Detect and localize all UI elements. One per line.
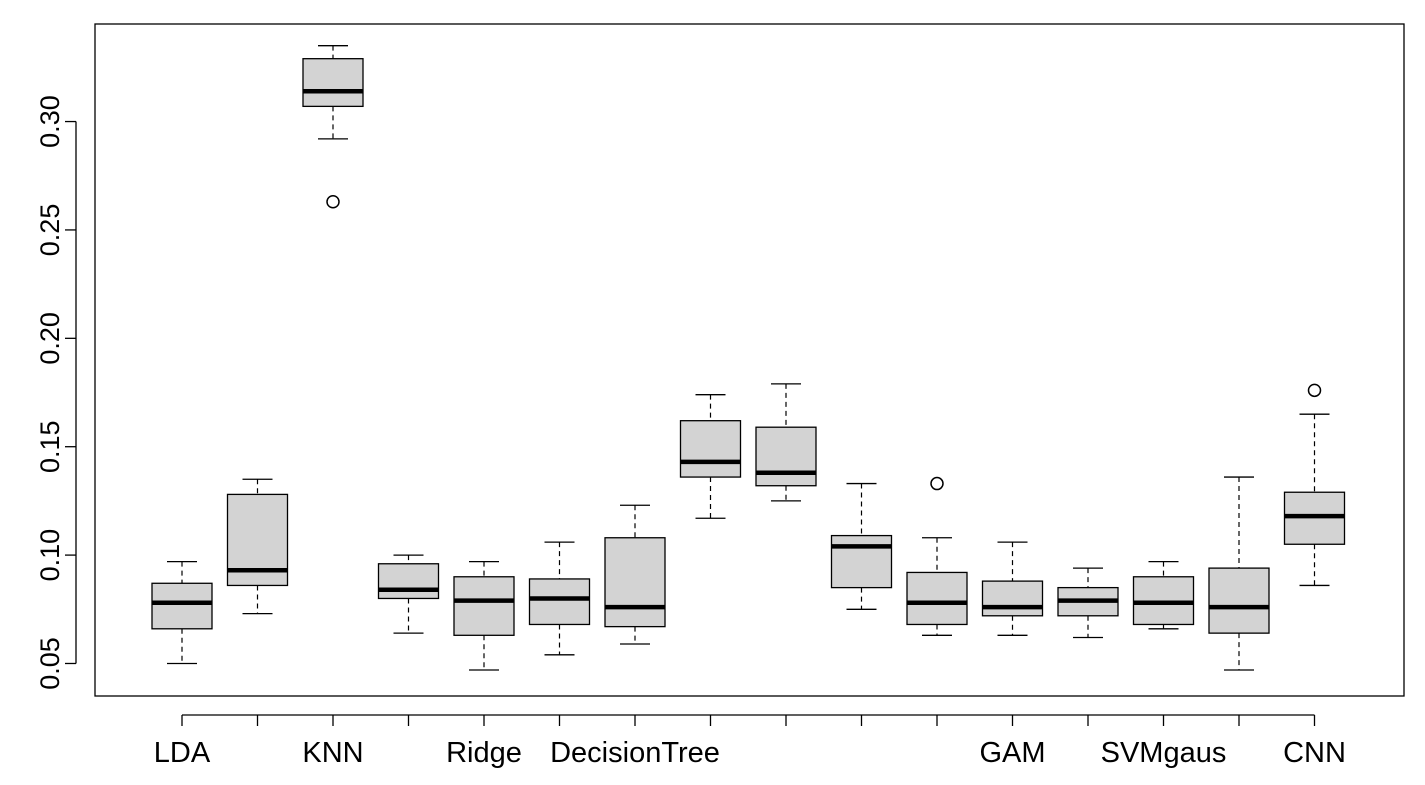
x-tick-label: DecisionTree	[550, 737, 720, 769]
y-tick-label: 0.15	[35, 420, 65, 473]
box-group	[1208, 476, 1270, 671]
box-group	[755, 383, 817, 502]
iqr-box	[453, 576, 515, 636]
y-tick-label: 0.20	[35, 312, 65, 365]
box-group	[1057, 567, 1119, 639]
x-tick-label: KNN	[302, 737, 363, 769]
box-group	[830, 482, 893, 610]
x-tick-label: Ridge	[446, 737, 522, 769]
box-group	[377, 554, 440, 634]
outlier-point	[1307, 383, 1322, 398]
y-tick-label: 0.30	[35, 95, 65, 148]
box-group	[1283, 383, 1346, 587]
box-group	[151, 560, 213, 665]
box-group	[981, 541, 1044, 636]
y-tick-label: 0.10	[35, 529, 65, 582]
y-tick-label: 0.25	[35, 204, 65, 257]
boxes-layer	[151, 45, 1346, 671]
iqr-box	[377, 563, 440, 600]
plot-frame	[94, 23, 1405, 697]
iqr-box	[302, 58, 364, 108]
y-tick-label: 0.05	[35, 637, 65, 690]
iqr-box	[151, 582, 213, 630]
iqr-box	[679, 420, 742, 478]
box-group	[906, 476, 968, 636]
box-group	[604, 504, 666, 645]
x-tick-label: LDA	[154, 737, 211, 769]
x-tick-label: GAM	[979, 737, 1045, 769]
box-group	[453, 560, 515, 671]
y-axis: 0.05 0.10 0.15 0.20 0.25 0.30	[35, 95, 77, 690]
iqr-box	[604, 537, 666, 628]
x-axis: LDA KNN Ridge DecisionTree GAM SVMgaus CNN	[154, 714, 1346, 769]
iqr-box	[830, 534, 893, 589]
x-tick-label: SVMgaus	[1101, 737, 1227, 769]
iqr-box	[981, 580, 1044, 617]
outlier-point	[930, 476, 944, 491]
x-tick-label: CNN	[1283, 737, 1346, 769]
iqr-box	[906, 571, 968, 626]
box-group	[528, 541, 591, 656]
box-group	[302, 45, 364, 209]
iqr-box	[1208, 567, 1270, 634]
box-group	[679, 394, 742, 519]
box-group	[226, 478, 289, 615]
box-group	[1132, 560, 1195, 630]
iqr-box	[528, 578, 591, 626]
outlier-point	[326, 195, 340, 209]
iqr-box	[755, 426, 817, 487]
